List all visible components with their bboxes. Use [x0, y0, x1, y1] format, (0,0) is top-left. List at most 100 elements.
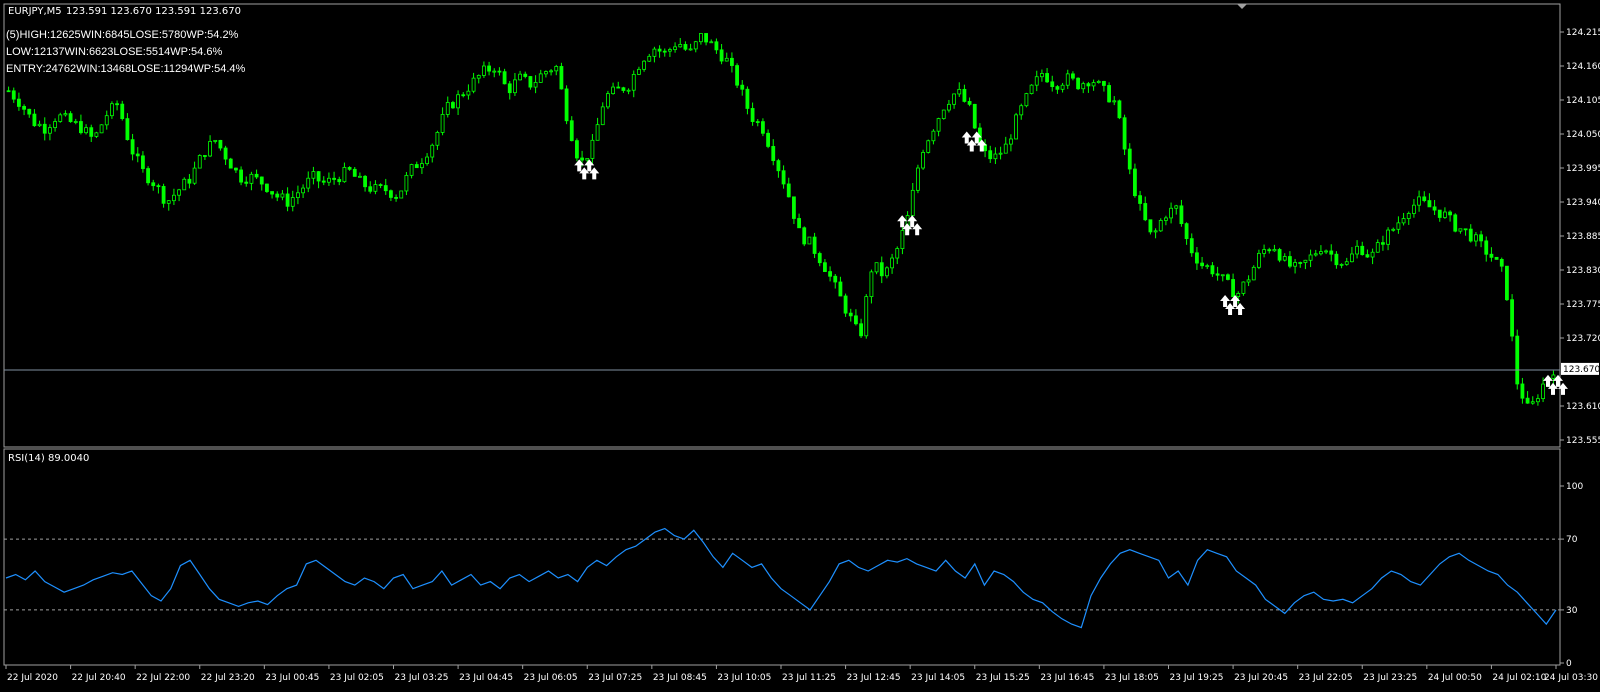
candle-body — [988, 150, 993, 160]
candle-body — [673, 46, 677, 50]
candle-body — [1003, 143, 1008, 154]
rsi-layer — [4, 527, 1560, 629]
candle-body — [683, 44, 688, 50]
candle-body — [296, 192, 300, 198]
candle-body — [115, 103, 119, 106]
candle-body — [1231, 279, 1235, 297]
candle-body — [1484, 240, 1489, 255]
buy-arrow-icon — [897, 215, 908, 228]
candle-body — [606, 93, 610, 108]
candle-body — [807, 236, 812, 245]
candle-body — [430, 144, 435, 158]
candle-body — [724, 57, 729, 62]
candle-body — [1298, 262, 1303, 264]
candle-body — [378, 184, 383, 186]
candle-body — [125, 118, 130, 141]
candle-body — [1215, 273, 1220, 276]
candle-body — [1195, 252, 1199, 264]
candle-body — [569, 120, 574, 142]
candle-body — [926, 140, 931, 153]
candle-body — [890, 257, 894, 269]
candle-body — [394, 197, 398, 199]
y-tick-label: 123.885 — [1566, 232, 1600, 242]
candle-body — [1422, 196, 1427, 201]
x-tick-label: 24 Jul 03:30 — [1544, 673, 1598, 683]
candle-body — [239, 169, 243, 183]
stat-high: (5)HIGH:12625WIN:6845LOSE:5780WP:54.2% — [6, 29, 239, 41]
candle-body — [600, 106, 605, 126]
candle-body — [1474, 234, 1478, 242]
buy-arrow-icon — [579, 167, 590, 180]
candle-body — [776, 160, 781, 172]
x-tick-label: 23 Jul 22:05 — [1299, 673, 1353, 683]
x-tick-label: 23 Jul 10:05 — [717, 673, 771, 683]
candle-body — [874, 262, 879, 273]
x-tick-label: 23 Jul 02:05 — [330, 673, 384, 683]
candle-body — [84, 127, 88, 134]
candle-body — [316, 171, 321, 182]
candle-body — [1272, 249, 1277, 252]
candle-body — [1412, 204, 1416, 214]
candle-body — [327, 177, 331, 183]
candle-body — [709, 41, 714, 44]
candle-body — [27, 108, 32, 115]
candle-body — [1277, 249, 1282, 261]
y-tick-label: 123.940 — [1566, 198, 1600, 208]
candle-body — [931, 130, 936, 142]
candle-body — [156, 185, 161, 188]
candle-body — [1071, 73, 1075, 79]
candle-body — [1355, 245, 1359, 255]
candle-body — [476, 75, 481, 79]
candle-body — [275, 193, 280, 198]
candle-body — [1024, 93, 1029, 107]
candle-body — [533, 82, 538, 88]
candle-body — [761, 121, 765, 134]
candle-body — [1076, 77, 1080, 90]
candle-body — [792, 196, 796, 219]
rsi-tick-label: 70 — [1566, 535, 1578, 545]
candle-body — [1122, 117, 1127, 150]
candle-body — [952, 93, 956, 105]
candle-body — [306, 177, 311, 189]
scroll-marker-icon[interactable] — [1237, 4, 1247, 9]
signal-arrows-layer — [574, 131, 1568, 395]
candle-body — [678, 44, 683, 48]
candle-body — [89, 127, 94, 137]
candle-body — [1324, 250, 1328, 253]
candle-body — [94, 132, 99, 137]
candle-body — [1112, 100, 1117, 103]
candle-body — [714, 41, 719, 51]
x-tick-label: 23 Jul 14:05 — [911, 673, 965, 683]
candle-body — [135, 153, 140, 157]
candle-body — [1081, 83, 1086, 90]
candle-body — [1365, 254, 1370, 258]
buy-arrow-icon — [1553, 374, 1563, 387]
candle-body — [812, 236, 817, 254]
candle-body — [704, 33, 708, 43]
candle-body — [492, 70, 497, 73]
candle-body — [213, 139, 218, 142]
candle-body — [1169, 207, 1173, 219]
candle-body — [833, 275, 838, 283]
candle-body — [1040, 73, 1044, 78]
candle-body — [1551, 374, 1556, 379]
candle-body — [1396, 222, 1401, 230]
candle-body — [1153, 230, 1158, 233]
candle-body — [910, 189, 915, 216]
candle-body — [652, 48, 657, 57]
candle-body — [177, 189, 181, 196]
candle-body — [1205, 265, 1210, 268]
x-tick-label: 23 Jul 11:25 — [782, 673, 836, 683]
candle-body — [290, 197, 295, 207]
candle-body — [518, 73, 522, 81]
candle-body — [435, 132, 440, 146]
candle-body — [1096, 81, 1101, 83]
x-axis-ticks: 22 Jul 2020 22 Jul 20:40 22 Jul 22:00 22 Ju… — [5, 665, 1598, 683]
candle-body — [404, 174, 409, 192]
candle-body — [285, 193, 290, 207]
x-tick-label: 23 Jul 23:25 — [1363, 673, 1417, 683]
candle-body — [1437, 209, 1442, 218]
y-tick-label: 124.215 — [1566, 28, 1600, 38]
candle-body — [693, 41, 698, 50]
candle-body — [1034, 76, 1039, 86]
